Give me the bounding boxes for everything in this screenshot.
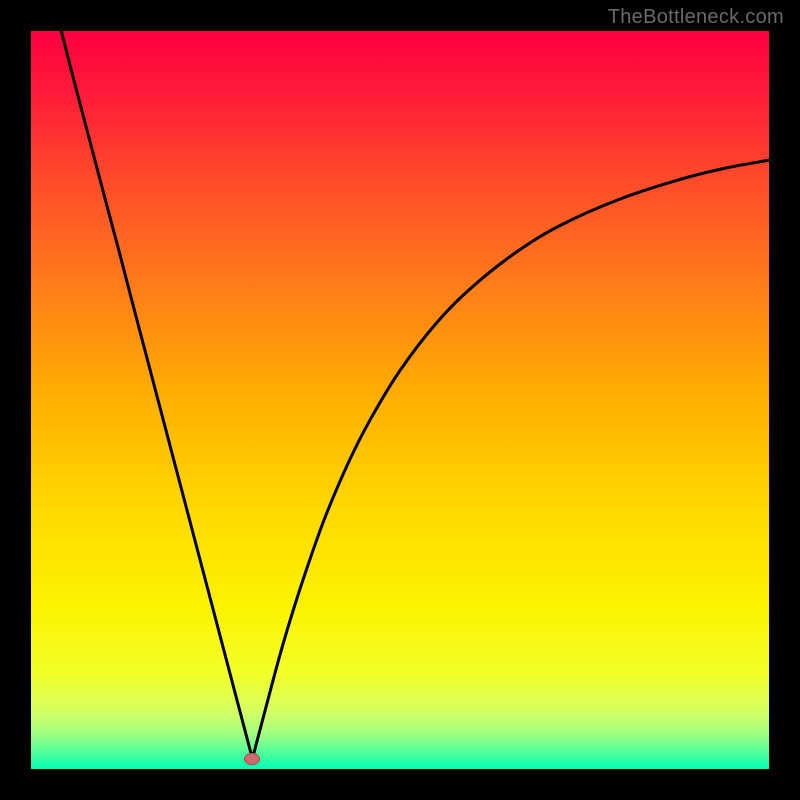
minimum-marker [244,753,260,765]
watermark-text: TheBottleneck.com [608,6,784,29]
chart-plot-area [31,31,769,769]
